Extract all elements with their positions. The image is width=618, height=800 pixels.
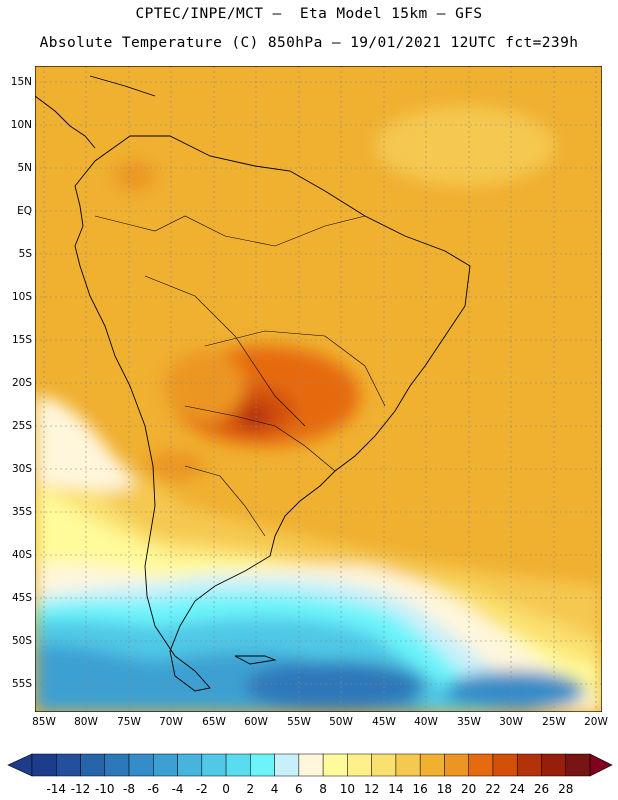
lon-label: 60W	[244, 716, 268, 728]
colorbar-cell	[322, 753, 348, 777]
lon-label: 25W	[542, 716, 566, 728]
colorbar-cell	[80, 753, 106, 777]
colorbar-cell	[371, 753, 397, 777]
lat-label: 5N	[17, 162, 32, 174]
lon-label: 70W	[159, 716, 183, 728]
lat-label: 5S	[18, 248, 32, 260]
colorbar-label: 6	[295, 782, 303, 796]
cold-core	[245, 661, 425, 711]
colorbar-label: 12	[364, 782, 380, 796]
colorbar-cell	[56, 753, 81, 777]
lon-label: 40W	[414, 716, 438, 728]
lat-label: 45S	[11, 592, 32, 604]
country-borders	[94, 215, 386, 537]
lat-label: 25S	[11, 420, 32, 432]
lat-label: 55S	[11, 678, 32, 690]
colorbar-cell	[31, 753, 57, 777]
colorbar-cell	[201, 753, 227, 777]
colorbar-cell	[565, 753, 591, 777]
colorbar-label: 28	[558, 782, 574, 796]
temperature-map	[35, 66, 602, 712]
colorbar-label: 10	[339, 782, 356, 796]
colorbar-cell	[541, 753, 566, 777]
colorbar-label: -14	[46, 782, 67, 796]
title-line-2: Absolute Temperature (C) 850hPa – 19/01/…	[39, 35, 579, 51]
colorbar-cell	[274, 753, 300, 777]
colorbar-label: -4	[171, 782, 184, 796]
colorbar-cell	[225, 753, 251, 777]
colorbar-label: 0	[222, 782, 230, 796]
colorbar-label: -6	[147, 782, 160, 796]
lon-label: 20W	[584, 716, 608, 728]
colorbar-label: 2	[246, 782, 255, 796]
colorbar-cell	[250, 753, 275, 777]
colorbar-cell	[128, 753, 154, 777]
lat-label: 10S	[11, 291, 32, 303]
lat-label: 10N	[10, 119, 32, 131]
colorbar-label: 20	[461, 782, 477, 796]
colorbar-cell	[444, 753, 469, 777]
colorbar-cell	[419, 753, 445, 777]
colorbar-cell	[395, 753, 421, 777]
lon-label: 85W	[32, 716, 56, 728]
lon-label: 55W	[287, 716, 311, 728]
colorbar-label: 22	[485, 782, 501, 796]
colorbar-label: 4	[270, 782, 279, 796]
lon-label: 50W	[329, 716, 353, 728]
colorbar-cell	[468, 753, 494, 777]
lat-label: 50S	[11, 635, 32, 647]
colorbar	[7, 753, 613, 777]
colorbar-label: -12	[70, 782, 91, 796]
lon-label: 30W	[499, 716, 523, 728]
colorbar-label: 14	[388, 782, 404, 796]
lon-label: 65W	[202, 716, 226, 728]
colorbar-cell	[492, 753, 518, 777]
colorbar-label: 16	[412, 782, 428, 796]
colorbar-label: -2	[195, 782, 208, 796]
colorbar-cell	[298, 753, 324, 777]
colorbar-cell	[516, 753, 542, 777]
colorbar-label: 8	[319, 782, 327, 796]
colorbar-label: -10	[94, 782, 115, 796]
lat-label: 35S	[11, 506, 32, 518]
colorbar-cell	[104, 753, 130, 777]
colorbar-over-triangle	[589, 753, 613, 777]
lat-label: 15S	[11, 334, 32, 346]
colorbar-label: 24	[509, 782, 525, 796]
lon-label: 45W	[372, 716, 396, 728]
lat-label: 15N	[10, 76, 32, 88]
lat-label: 30S	[11, 463, 32, 475]
colorbar-label: -8	[123, 782, 136, 796]
colorbar-label: 18	[436, 782, 453, 796]
colorbar-cell	[177, 753, 203, 777]
colorbar-cell	[153, 753, 178, 777]
lon-label: 80W	[74, 716, 98, 728]
colorbar-cell	[347, 753, 372, 777]
colorbar-under-triangle	[7, 753, 33, 777]
lon-label: 35W	[457, 716, 481, 728]
title-line-1: CPTEC/INPE/MCT – Eta Model 15km – GFS	[135, 6, 483, 22]
lon-label: 75W	[117, 716, 141, 728]
lat-label: 20S	[11, 377, 32, 389]
lat-label: EQ	[17, 205, 32, 217]
colorbar-label: 26	[533, 782, 550, 796]
coastlines	[35, 75, 471, 692]
lat-label: 40S	[11, 549, 32, 561]
